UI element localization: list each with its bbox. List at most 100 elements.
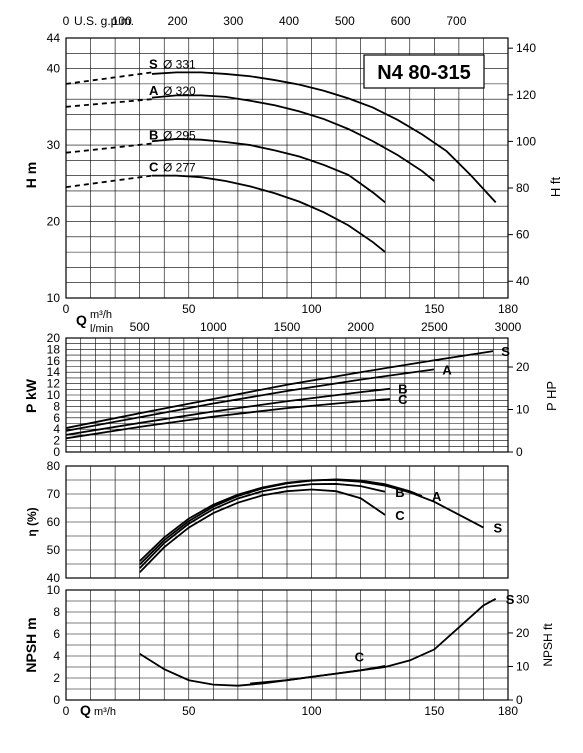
power-y-tick-label: 0 (53, 445, 60, 459)
power-hp-tick-label: 0 (516, 445, 523, 459)
head-q-tick-label: 180 (498, 302, 518, 316)
head-right-axis-label: H ft (548, 177, 563, 198)
power-y-tick-label: 2 (53, 434, 60, 448)
power-curve-C (65, 398, 391, 440)
npsh-q-axis-letter: Q (80, 702, 91, 718)
power-y-tick-label: 8 (53, 399, 60, 413)
npsh-y-tick-label: 0 (53, 693, 60, 707)
lmin-tick-label: 2000 (347, 320, 374, 334)
head-curve-C-dashed (65, 174, 153, 189)
power-series-label-C: C (398, 392, 408, 407)
npsh-frame (65, 589, 509, 701)
top-gpm-tick-label: 600 (391, 14, 411, 28)
lmin-tick-label: 1000 (200, 320, 227, 334)
npsh-q-tick-label: 180 (498, 704, 518, 718)
efficiency-curve-B (139, 483, 386, 569)
eff-y-tick-label: 40 (47, 571, 61, 585)
head-q-tick-label: 0 (63, 302, 70, 316)
eff-series-label-S: S (493, 521, 502, 536)
power-curve-S (65, 350, 494, 429)
eff-series-label-C: C (395, 508, 405, 523)
power-curve-B (65, 387, 391, 436)
title-box (363, 54, 485, 89)
npsh-y-tick-label: 8 (53, 605, 60, 619)
head-ft-tick-label: 100 (516, 134, 536, 148)
eff-y-axis-label: η (%) (25, 507, 39, 536)
power-y-tick-label: 6 (53, 411, 60, 425)
power-hp-tick-label: 10 (516, 402, 530, 416)
top-gpm-tick-label: 300 (223, 14, 243, 28)
npsh-ft-tick-label: 0 (516, 693, 523, 707)
eff-y-tick-label: 70 (47, 487, 61, 501)
head-series-label-A: A (149, 83, 159, 98)
head-ft-tick-label: 80 (516, 181, 530, 195)
npsh-y-tick-label: 10 (47, 583, 61, 597)
head-q-tick-label: 100 (302, 302, 322, 316)
power-y-tick-label: 16 (47, 354, 61, 368)
power-series-label-B: B (398, 382, 407, 397)
npsh-y-axis-label: NPSH m (23, 617, 39, 672)
head-series-diameter-A: Ø 320 (163, 84, 196, 98)
npsh-series-label-S: S (506, 592, 515, 607)
power-y-tick-label: 10 (47, 388, 61, 402)
npsh-y-tick-label: 6 (53, 627, 60, 641)
power-y-tick-label: 18 (47, 342, 61, 356)
q-axis-letter: Q (76, 312, 87, 328)
efficiency-curve-C (139, 488, 386, 574)
head-ft-tick-label: 140 (516, 41, 536, 55)
head-y-tick-label: 40 (47, 62, 61, 76)
head-series-label-C: C (149, 160, 159, 175)
lmin-tick-label: 2500 (421, 320, 448, 334)
head-series-label-S: S (149, 56, 158, 71)
head-series-diameter-B: Ø 295 (163, 129, 196, 143)
head-series-diameter-S: Ø 331 (163, 57, 196, 71)
power-y-tick-label: 20 (47, 331, 61, 345)
head-y-axis-label: H m (23, 162, 39, 188)
power-frame (65, 337, 509, 453)
npsh-q-tick-label: 150 (424, 704, 444, 718)
head-series-diameter-C: Ø 277 (163, 161, 196, 175)
power-grid (65, 337, 509, 453)
head-x-axis-unit: m³/h (90, 309, 112, 321)
head-curve-B-dashed (65, 142, 153, 154)
head-ft-tick-label: 40 (516, 274, 530, 288)
lmin-tick-label: 3000 (495, 320, 522, 334)
head-curve-C (151, 174, 386, 253)
top-gpm-tick-label: 400 (279, 14, 299, 28)
npsh-ft-tick-label: 10 (516, 659, 530, 673)
npsh-q-tick-label: 100 (302, 704, 322, 718)
head-curve-S-dashed (65, 71, 153, 85)
npsh-y-tick-label: 4 (53, 649, 60, 663)
top-gpm-tick-label: 700 (446, 14, 466, 28)
top-axis-label: U.S. g.p.m. (74, 14, 134, 28)
npsh-x-axis-unit: m³/h (94, 706, 116, 718)
head-ft-tick-label: 120 (516, 88, 536, 102)
npsh-y-tick-label: 2 (53, 671, 60, 685)
npsh-ft-tick-label: 20 (516, 626, 530, 640)
npsh-curve-C (250, 665, 386, 685)
top-gpm-tick-label: 100 (112, 14, 132, 28)
head-frame (65, 37, 509, 299)
npsh-grid (65, 589, 509, 701)
head-series-label-B: B (149, 128, 158, 143)
chart-title: N4 80-315 (377, 62, 470, 84)
head-curve-B (151, 138, 386, 204)
head-y-tick-label: 30 (47, 138, 61, 152)
npsh-q-tick-label: 50 (182, 704, 196, 718)
eff-series-label-A: A (432, 489, 442, 504)
head-ft-tick-label: 60 (516, 228, 530, 242)
eff-y-tick-label: 50 (47, 543, 61, 557)
power-hp-tick-label: 20 (516, 360, 530, 374)
power-series-label-A: A (442, 362, 452, 377)
head-q-tick-label: 50 (182, 302, 196, 316)
power-y-tick-label: 14 (47, 365, 61, 379)
efficiency-frame (65, 465, 509, 579)
head-q-tick-label: 150 (424, 302, 444, 316)
top-gpm-tick-label: 500 (335, 14, 355, 28)
head-curve-A (151, 94, 435, 182)
eff-series-label-B: B (395, 485, 404, 500)
head-grid (65, 37, 509, 299)
head-y-tick-label: 10 (47, 291, 61, 305)
npsh-right-axis-label: NPSH ft (541, 623, 555, 667)
